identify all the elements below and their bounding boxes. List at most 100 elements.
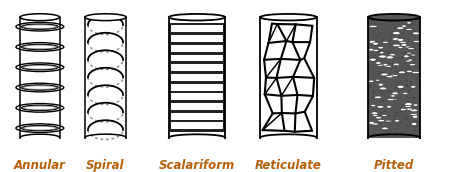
Ellipse shape	[379, 82, 381, 83]
Ellipse shape	[413, 104, 418, 106]
Ellipse shape	[371, 81, 372, 82]
Ellipse shape	[390, 44, 391, 45]
Ellipse shape	[410, 54, 416, 56]
Ellipse shape	[402, 66, 403, 67]
Ellipse shape	[389, 40, 391, 41]
Ellipse shape	[386, 133, 388, 134]
Ellipse shape	[378, 81, 379, 82]
Ellipse shape	[16, 104, 64, 112]
Ellipse shape	[402, 92, 408, 95]
Ellipse shape	[389, 54, 396, 56]
Bar	[170, 120, 224, 122]
Ellipse shape	[24, 46, 55, 48]
Ellipse shape	[378, 73, 380, 74]
Bar	[170, 23, 224, 25]
Ellipse shape	[406, 52, 412, 54]
Ellipse shape	[398, 46, 403, 49]
Ellipse shape	[375, 79, 380, 81]
Ellipse shape	[386, 51, 387, 52]
Ellipse shape	[400, 38, 401, 39]
Ellipse shape	[372, 97, 373, 98]
Ellipse shape	[412, 71, 420, 74]
Ellipse shape	[401, 44, 407, 46]
Ellipse shape	[371, 123, 378, 125]
Ellipse shape	[407, 101, 408, 102]
Bar	[170, 52, 224, 55]
Ellipse shape	[260, 14, 317, 20]
Ellipse shape	[415, 30, 416, 31]
Ellipse shape	[389, 46, 391, 47]
Ellipse shape	[16, 63, 64, 72]
Ellipse shape	[409, 109, 418, 112]
Ellipse shape	[374, 96, 382, 99]
Ellipse shape	[393, 119, 395, 120]
Ellipse shape	[22, 24, 58, 29]
Ellipse shape	[408, 59, 413, 61]
Ellipse shape	[396, 71, 397, 72]
Ellipse shape	[379, 97, 380, 98]
Ellipse shape	[371, 20, 372, 21]
Ellipse shape	[414, 44, 415, 45]
Ellipse shape	[382, 41, 388, 43]
Bar	[170, 81, 224, 84]
Ellipse shape	[22, 85, 58, 90]
Ellipse shape	[392, 38, 400, 40]
Ellipse shape	[404, 111, 406, 112]
Ellipse shape	[24, 66, 55, 69]
Ellipse shape	[417, 105, 418, 106]
Ellipse shape	[405, 28, 413, 30]
Ellipse shape	[393, 32, 401, 35]
Ellipse shape	[386, 56, 393, 59]
Ellipse shape	[373, 91, 374, 92]
Ellipse shape	[392, 121, 393, 122]
Text: Spiral: Spiral	[86, 159, 125, 172]
Ellipse shape	[373, 28, 375, 29]
Ellipse shape	[385, 70, 386, 71]
Ellipse shape	[390, 95, 395, 97]
Ellipse shape	[396, 128, 398, 129]
Ellipse shape	[390, 54, 395, 56]
Ellipse shape	[379, 87, 387, 90]
Ellipse shape	[394, 132, 395, 133]
Ellipse shape	[402, 57, 403, 58]
Ellipse shape	[370, 58, 376, 61]
Ellipse shape	[405, 117, 407, 118]
Ellipse shape	[369, 85, 371, 86]
Bar	[260, 17, 317, 138]
Ellipse shape	[374, 23, 375, 24]
Bar	[170, 42, 224, 45]
Ellipse shape	[377, 64, 384, 66]
Ellipse shape	[397, 38, 404, 41]
Ellipse shape	[372, 92, 374, 93]
Ellipse shape	[380, 112, 381, 113]
Ellipse shape	[407, 80, 408, 81]
Ellipse shape	[385, 65, 392, 67]
Ellipse shape	[394, 120, 400, 122]
Ellipse shape	[381, 73, 388, 76]
Ellipse shape	[24, 106, 55, 109]
Ellipse shape	[383, 39, 384, 40]
Ellipse shape	[378, 71, 379, 72]
Text: Annular: Annular	[14, 159, 66, 172]
Ellipse shape	[369, 25, 378, 28]
Ellipse shape	[393, 89, 395, 90]
Ellipse shape	[398, 32, 400, 33]
Ellipse shape	[404, 46, 411, 48]
Ellipse shape	[396, 27, 404, 29]
Ellipse shape	[403, 71, 404, 72]
Ellipse shape	[406, 60, 411, 62]
Ellipse shape	[389, 90, 391, 91]
Ellipse shape	[415, 49, 416, 50]
Ellipse shape	[390, 73, 392, 74]
Ellipse shape	[398, 60, 399, 61]
Ellipse shape	[390, 25, 391, 26]
Ellipse shape	[403, 55, 409, 58]
Ellipse shape	[372, 49, 378, 52]
Ellipse shape	[383, 66, 384, 67]
Ellipse shape	[410, 81, 412, 82]
Ellipse shape	[409, 64, 416, 66]
Ellipse shape	[378, 120, 385, 122]
Ellipse shape	[383, 25, 385, 26]
Ellipse shape	[378, 55, 387, 58]
Ellipse shape	[404, 52, 406, 53]
